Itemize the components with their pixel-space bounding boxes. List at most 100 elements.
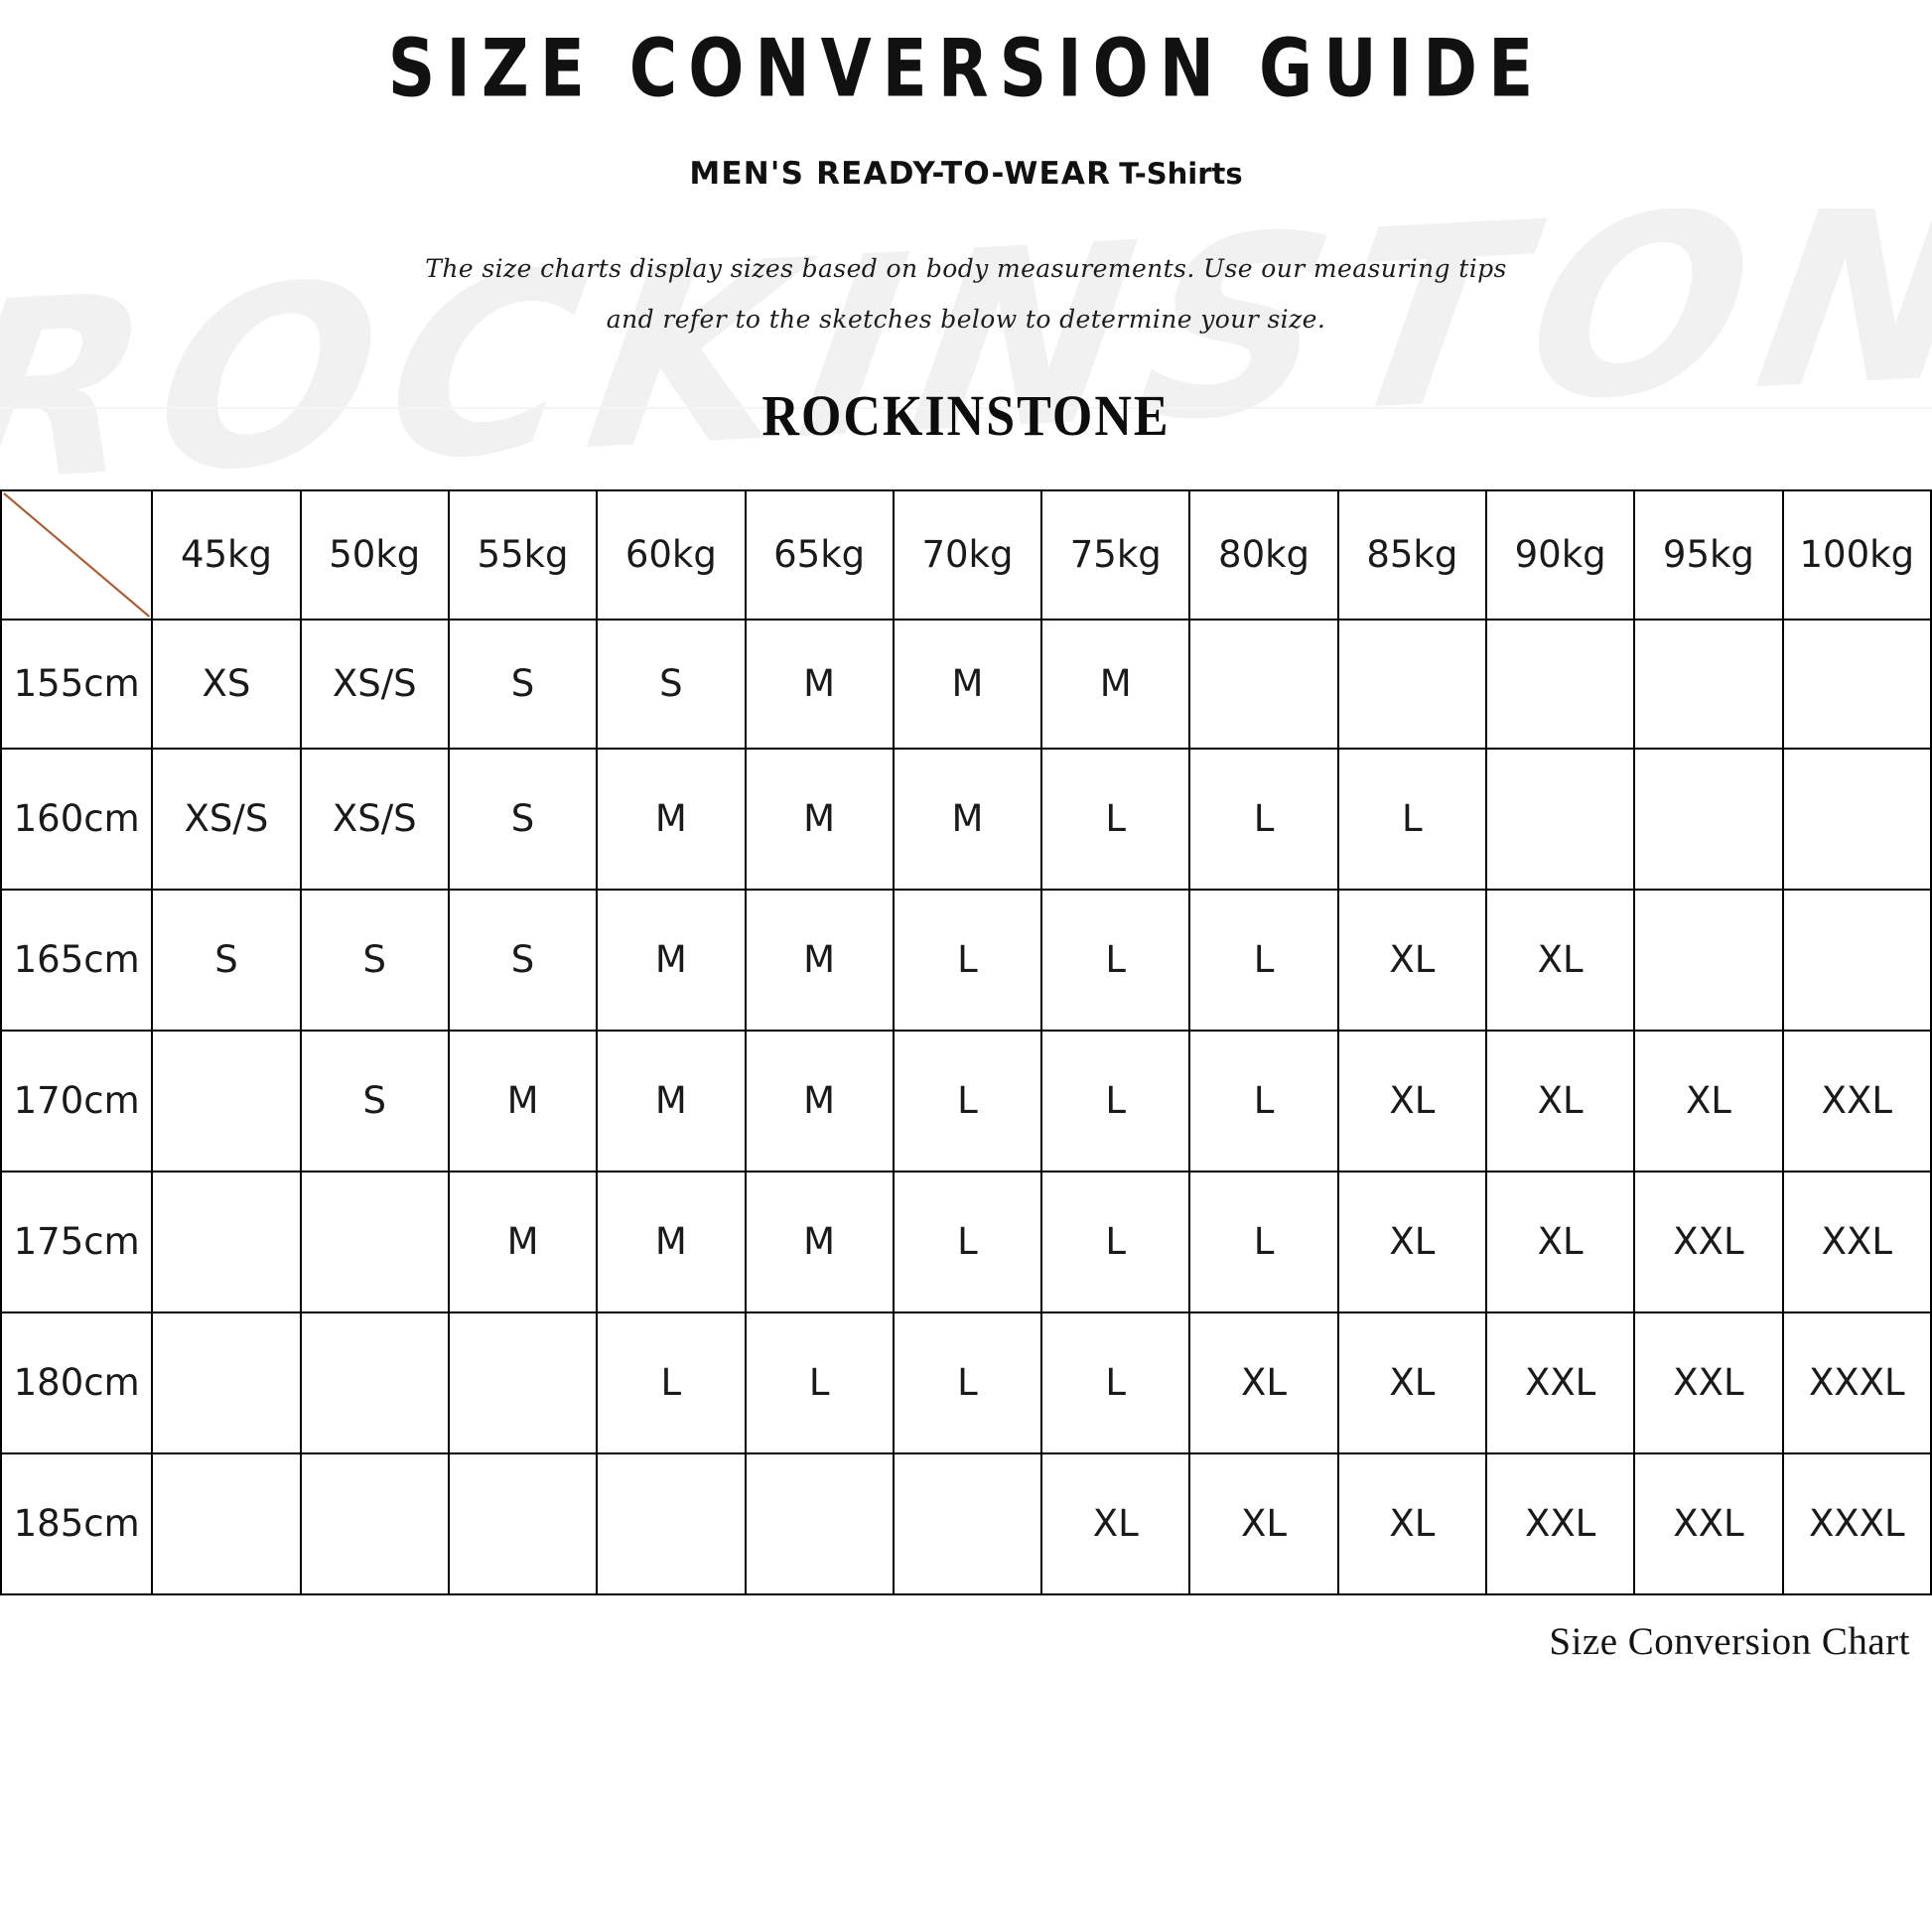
size-cell: XL	[1336, 1170, 1487, 1313]
size-cell: M	[892, 618, 1043, 750]
size-cell: S	[151, 888, 302, 1032]
size-cell: XL	[1336, 1311, 1487, 1454]
size-cell: S	[299, 888, 450, 1032]
size-cell: XXXL	[1781, 1311, 1932, 1454]
table-row: 175cm M M M L L L XL XL XXL XXL	[0, 1170, 1932, 1313]
size-cell: M	[892, 747, 1043, 891]
height-row-header: 175cm	[0, 1170, 154, 1313]
weight-column-header: 60kg	[596, 488, 747, 621]
height-row-header: 155cm	[0, 618, 154, 750]
description-line-2: below to determine your size.	[940, 305, 1326, 335]
size-cell: L	[1336, 747, 1487, 891]
size-cell: XS	[151, 618, 302, 750]
size-cell-empty	[1188, 618, 1339, 750]
size-cell: L	[892, 1029, 1043, 1173]
size-cell: XXL	[1484, 1451, 1636, 1595]
size-cell-empty	[151, 1311, 302, 1454]
size-cell-empty	[1633, 747, 1784, 891]
size-cell: S	[447, 888, 599, 1032]
size-cell: L	[1040, 888, 1191, 1032]
size-cell-empty	[151, 1170, 302, 1313]
size-cell: L	[1188, 888, 1339, 1032]
size-cell: M	[744, 1170, 895, 1313]
size-cell-empty	[1484, 747, 1636, 891]
size-cell: XL	[1484, 1170, 1636, 1313]
size-cell: L	[1188, 1029, 1339, 1173]
height-row-header: 160cm	[0, 747, 154, 891]
size-cell: XXL	[1633, 1311, 1784, 1454]
size-cell: XL	[1633, 1029, 1784, 1173]
size-cell: XL	[1188, 1451, 1339, 1595]
height-row-header: 170cm	[0, 1029, 154, 1173]
size-cell: S	[596, 618, 747, 750]
size-cell: M	[744, 1029, 895, 1173]
size-cell: XL	[1484, 888, 1636, 1032]
size-cell: L	[744, 1311, 895, 1454]
description-line-1: The size charts display sizes based on b…	[425, 254, 1507, 335]
size-cell: L	[1188, 747, 1339, 891]
table-body: 155cm XS XS/S S S M M M 160cm XS/S XS/S S M M M L L L 165c…	[0, 618, 1932, 1595]
table-row: 155cm XS XS/S S S M M M	[0, 618, 1932, 750]
weight-column-header: 45kg	[151, 488, 302, 621]
size-cell: XL	[1336, 888, 1487, 1032]
size-cell: L	[1040, 1170, 1191, 1313]
weight-column-header: 55kg	[447, 488, 599, 621]
subtitle: MEN'S READY-TO-WEAR T-Shirts	[0, 156, 1932, 192]
footer-caption: Size Conversion Chart	[1549, 1619, 1910, 1663]
size-cell: M	[1040, 618, 1191, 750]
page-title: SIZE CONVERSION GUIDE	[387, 21, 1545, 115]
description-text: The size charts display sizes based on b…	[415, 243, 1517, 345]
size-cell: XXL	[1484, 1311, 1636, 1454]
size-cell: L	[892, 888, 1043, 1032]
size-cell: XXL	[1781, 1029, 1932, 1173]
size-cell-empty	[1633, 618, 1784, 750]
size-cell: S	[299, 1029, 450, 1173]
weight-column-header: 70kg	[892, 488, 1043, 621]
size-cell-empty	[1781, 747, 1932, 891]
table-header-row: 45kg 50kg 55kg 60kg 65kg 70kg 75kg 80kg 85kg 90kg…	[0, 488, 1932, 621]
diagonal-divider-icon	[3, 491, 151, 618]
size-cell: XL	[1484, 1029, 1636, 1173]
size-cell: L	[892, 1170, 1043, 1313]
size-cell-empty	[892, 1451, 1043, 1595]
size-cell: L	[596, 1311, 747, 1454]
table-row: 170cm S M M M L L L XL XL XL XXL	[0, 1029, 1932, 1173]
size-cell: M	[596, 888, 747, 1032]
brand-heading: ROCKINSTONE	[761, 384, 1171, 448]
size-cell-empty	[1781, 888, 1932, 1032]
size-cell: M	[596, 747, 747, 891]
size-cell: M	[596, 1029, 747, 1173]
size-cell: L	[1040, 1029, 1191, 1173]
size-cell: M	[744, 747, 895, 891]
corner-cell-with-diagonal	[0, 488, 154, 621]
size-cell: M	[744, 888, 895, 1032]
height-row-header: 180cm	[0, 1311, 154, 1454]
table-row: 160cm XS/S XS/S S M M M L L L	[0, 747, 1932, 891]
size-cell-empty	[299, 1170, 450, 1313]
size-cell-empty	[1336, 618, 1487, 750]
size-cell-empty	[447, 1311, 599, 1454]
height-row-header: 185cm	[0, 1451, 154, 1595]
size-cell: XXL	[1633, 1451, 1784, 1595]
table-row: 180cm L L L L XL XL XXL XXL XXXL	[0, 1311, 1932, 1454]
size-cell: L	[892, 1311, 1043, 1454]
size-cell: XL	[1336, 1451, 1487, 1595]
size-conversion-table: 45kg 50kg 55kg 60kg 65kg 70kg 75kg 80kg 85kg 90kg…	[0, 488, 1932, 1595]
weight-column-header: 80kg	[1188, 488, 1339, 621]
size-cell: XL	[1336, 1029, 1487, 1173]
size-cell: L	[1040, 1311, 1191, 1454]
size-cell-empty	[1633, 888, 1784, 1032]
size-cell: M	[744, 618, 895, 750]
size-cell: XL	[1188, 1311, 1339, 1454]
size-cell: L	[1040, 747, 1191, 891]
table-row: 165cm S S S M M L L L XL XL	[0, 888, 1932, 1032]
weight-column-header: 50kg	[299, 488, 450, 621]
size-cell-empty	[1781, 618, 1932, 750]
weight-column-header: 75kg	[1040, 488, 1191, 621]
size-cell-empty	[447, 1451, 599, 1595]
size-cell: XS/S	[299, 747, 450, 891]
subtitle-garment: T-Shirts	[1119, 157, 1243, 191]
weight-column-header: 90kg	[1484, 488, 1636, 621]
size-cell-empty	[151, 1029, 302, 1173]
subtitle-category: MEN'S READY-TO-WEAR	[689, 156, 1112, 192]
